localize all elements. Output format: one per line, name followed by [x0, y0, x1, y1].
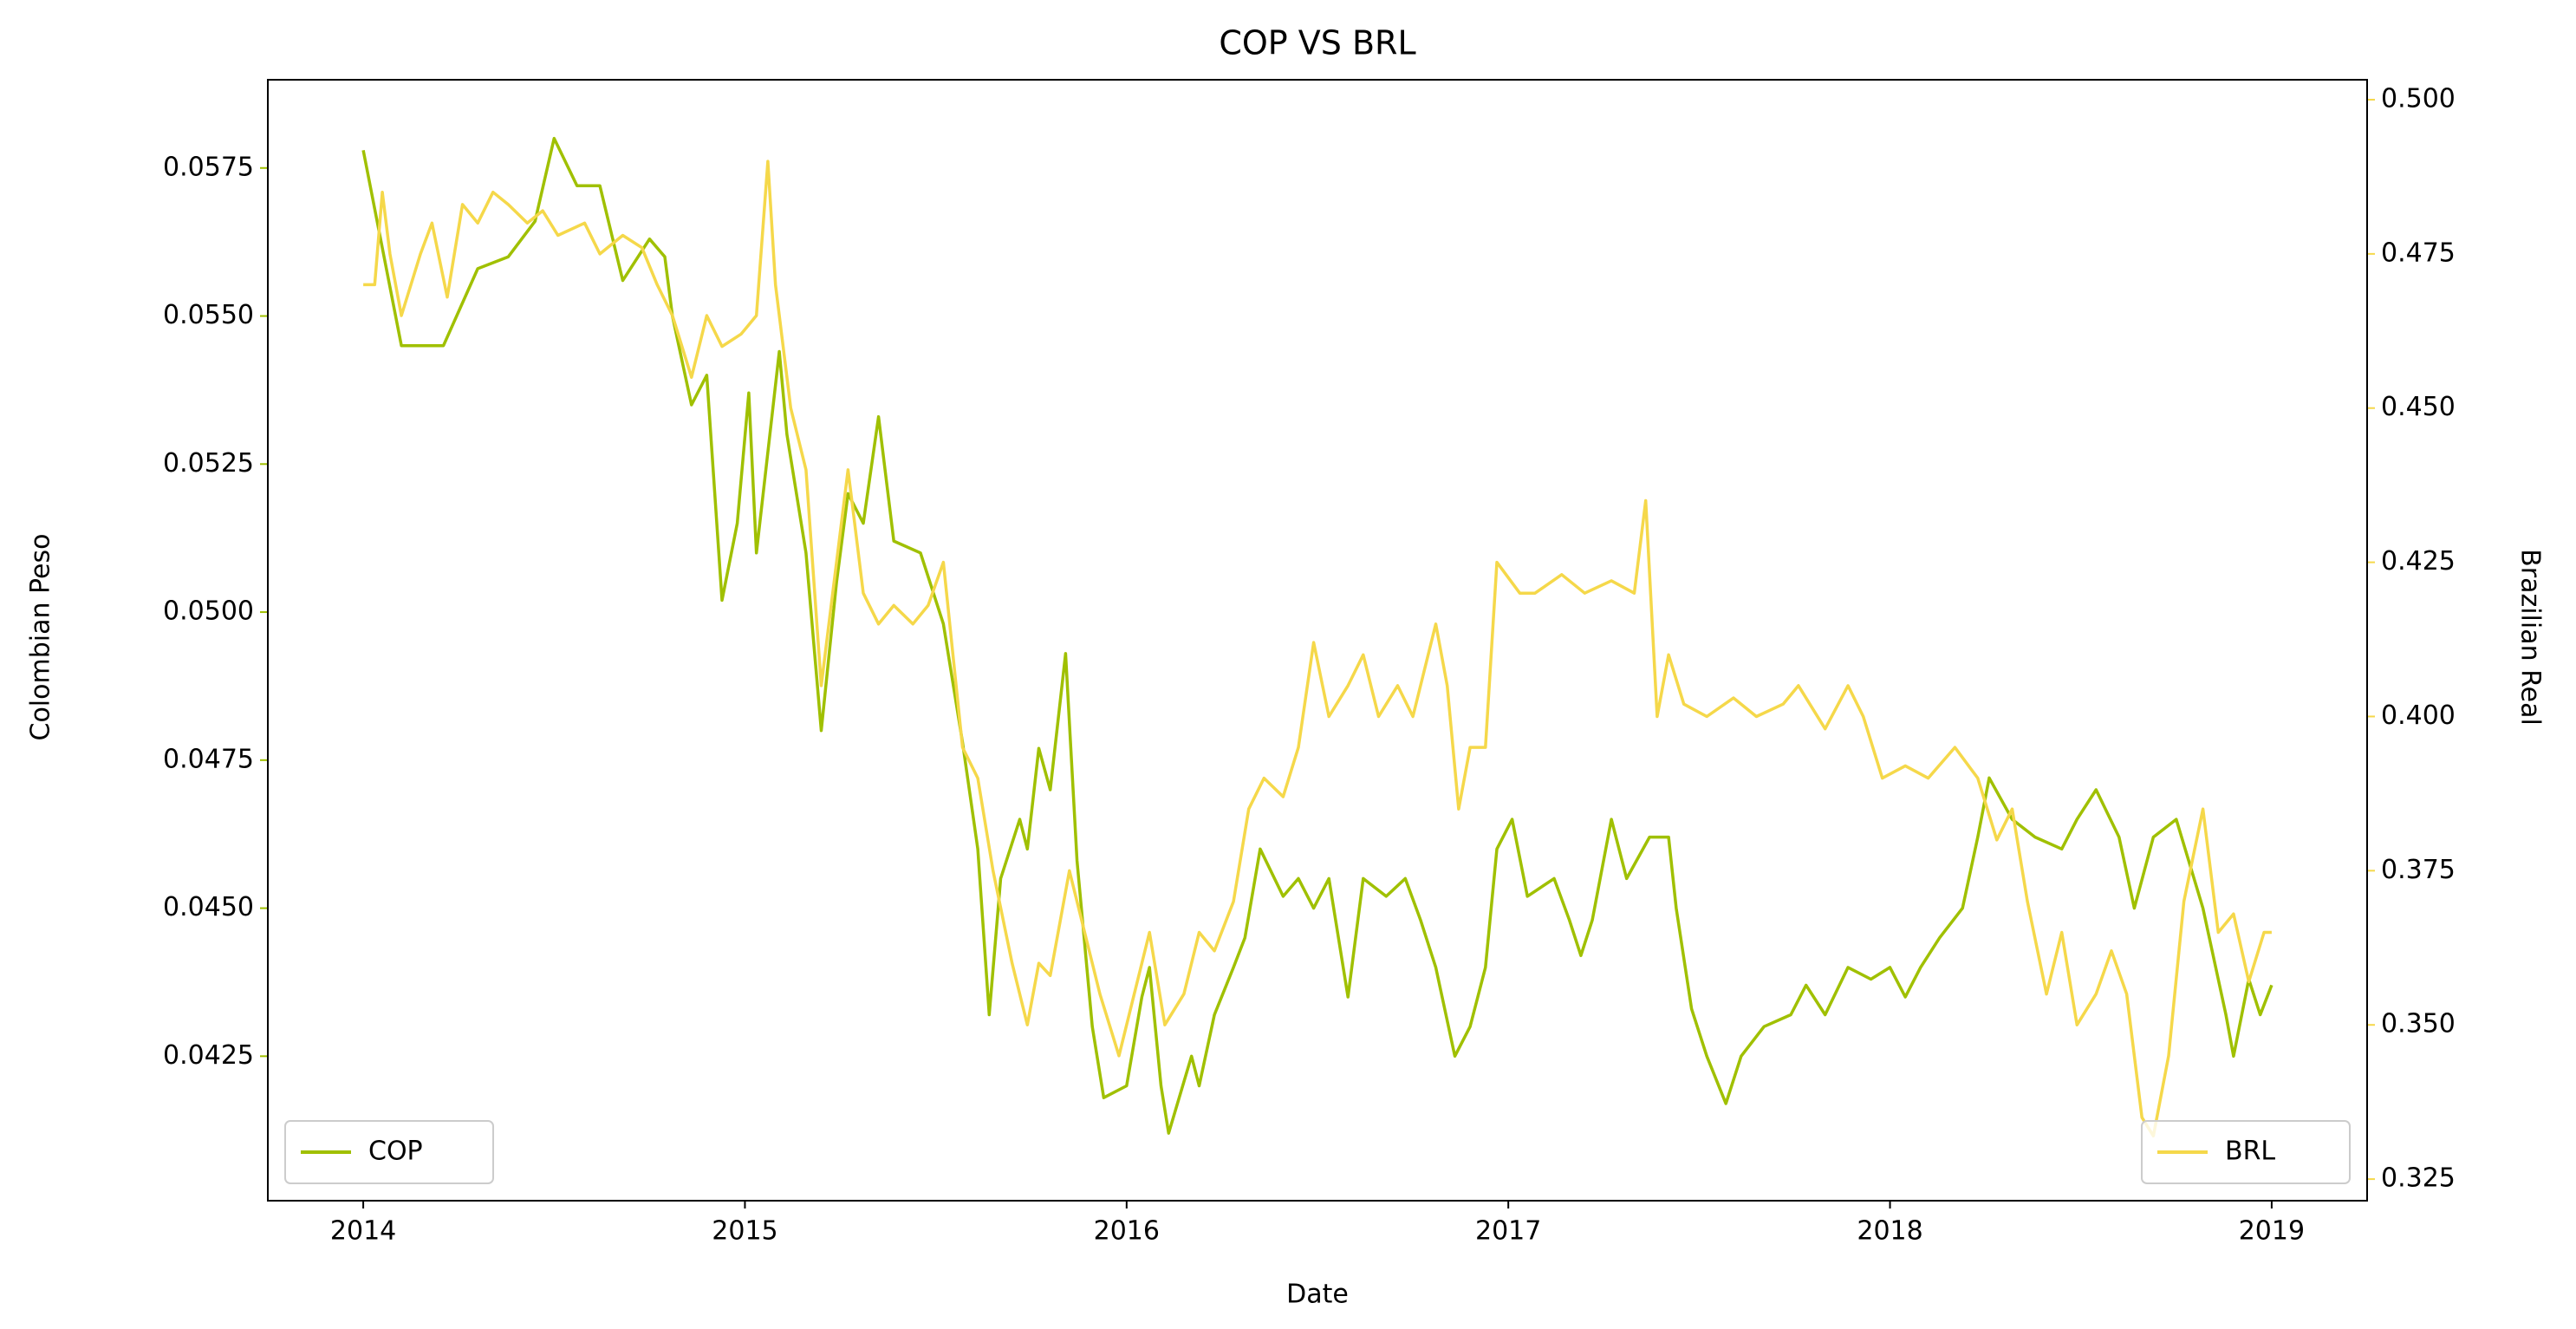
y2-tick-label: 0.400 — [2381, 700, 2456, 731]
y-tick-label: 0.0425 — [163, 1040, 254, 1071]
y2-axis-label: Brazilian Real — [2515, 549, 2546, 726]
y2-tick-label: 0.500 — [2381, 83, 2456, 114]
plot-frame — [267, 79, 2368, 1202]
legend-box — [284, 1120, 494, 1184]
x-tick-label: 2014 — [330, 1216, 396, 1247]
y-tick-label: 0.0475 — [163, 744, 254, 774]
chart-title: COP VS BRL — [1219, 24, 1415, 62]
y2-tick-label: 0.350 — [2381, 1009, 2456, 1039]
y2-tick-label: 0.450 — [2381, 392, 2456, 422]
y-tick-label: 0.0550 — [163, 300, 254, 330]
y2-tick-label: 0.475 — [2381, 238, 2456, 268]
x-tick-label: 2016 — [1094, 1216, 1160, 1247]
y-tick-label: 0.0525 — [163, 448, 254, 479]
x-tick-label: 2015 — [712, 1216, 777, 1247]
y-axis-label: Colombian Peso — [26, 534, 56, 741]
x-axis-label: Date — [1286, 1280, 1349, 1310]
x-tick-label: 2017 — [1475, 1216, 1541, 1247]
y-tick-label: 0.0575 — [163, 152, 254, 182]
y2-tick-label: 0.375 — [2381, 855, 2456, 885]
legend-label: COP — [368, 1137, 423, 1167]
y-tick-label: 0.0450 — [163, 892, 254, 922]
y2-tick-label: 0.325 — [2381, 1163, 2456, 1194]
series-line — [363, 160, 2272, 1138]
legend-box — [2141, 1120, 2351, 1184]
y-tick-label: 0.0500 — [163, 596, 254, 627]
y2-tick-label: 0.425 — [2381, 546, 2456, 577]
x-tick-label: 2018 — [1857, 1216, 1922, 1247]
x-tick-label: 2019 — [2239, 1216, 2305, 1247]
series-line — [361, 136, 2274, 1135]
legend-label: BRL — [2225, 1137, 2275, 1167]
